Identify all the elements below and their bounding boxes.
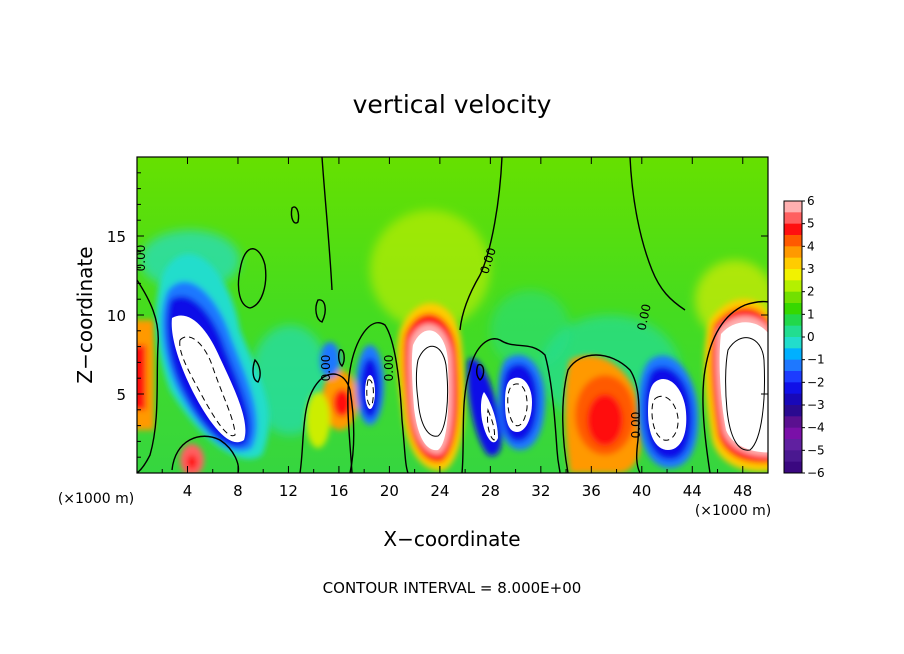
inner-contours: [416, 337, 765, 451]
colorbar-cell: [784, 223, 802, 236]
colorbar-tick-label: 5: [807, 217, 815, 231]
x-axis: 4 8 12 16 20 24 28 32 36 40 44 48: [161, 157, 752, 500]
colorbar-cell: [784, 405, 802, 417]
y-axis-label: Z−coordinate: [73, 246, 97, 383]
colorbar-tick-label: −1: [807, 353, 825, 367]
x-unit-left: (×1000 m): [58, 491, 134, 507]
x-tick-label: 40: [632, 482, 651, 500]
y-axis: 5 10 15: [107, 172, 768, 458]
colorbar-cell: [784, 325, 802, 338]
colorbar-cell: [784, 303, 802, 315]
colorbar-tick-label: 4: [807, 239, 815, 253]
colorbar-cell: [784, 416, 802, 429]
downdraft-22-24km: [397, 303, 465, 471]
x-axis-label: X−coordinate: [383, 527, 520, 551]
colorbar-cell: [784, 280, 802, 293]
colorbar-tick-label: −3: [807, 398, 825, 412]
contour-label: 0.00: [382, 355, 396, 382]
colorbar-tick-label: −5: [807, 443, 825, 457]
colorbar-cell: [784, 348, 802, 361]
x-tick-label: 44: [683, 482, 702, 500]
contour-label: 0.00: [134, 245, 148, 272]
colorbar-tick-label: −4: [807, 421, 825, 435]
colorbar-tick-label: 6: [807, 194, 815, 208]
downdraft-40-44km: [638, 355, 699, 468]
colorbar-cell: [784, 359, 802, 372]
colorbar-cell: [784, 212, 802, 225]
colorbar-cell: [784, 246, 802, 259]
x-tick-label: 32: [531, 482, 550, 500]
y-tick-label: 5: [116, 386, 126, 404]
x-tick-label: 28: [481, 482, 500, 500]
y-tick-label: 10: [107, 307, 126, 325]
x-tick-label: 16: [329, 482, 348, 500]
x-tick-label: 4: [183, 482, 193, 500]
colorbar-cell: [784, 269, 802, 281]
colorbar-tick-label: 2: [807, 285, 815, 299]
negative-contours: [179, 336, 679, 441]
contour-label: 0.00: [629, 412, 643, 439]
downdraft-4-9km: [155, 253, 270, 459]
colorbar-cell: [784, 450, 802, 463]
colorbar-cell: [784, 201, 802, 213]
downdraft-46-50km: [704, 298, 768, 472]
x-tick-label: 20: [380, 482, 399, 500]
x-tick-label: 36: [582, 482, 601, 500]
colorbar: 6 5 4 3 2 1 0 −1 −2 −3 −4 −5 −6: [783, 194, 825, 480]
colorbar-cell: [784, 439, 802, 451]
colorbar-cell: [784, 235, 802, 247]
colorbar-cell: [784, 461, 802, 474]
colorbar-cell: [784, 371, 802, 383]
colorbar-tick-label: 0: [807, 330, 815, 344]
x-tick-label: 12: [279, 482, 298, 500]
downdraft-27-32km: [467, 354, 545, 456]
colorbar-tick-label: 1: [807, 307, 815, 321]
x-tick-label: 48: [733, 482, 752, 500]
contour-label: 0.00: [634, 303, 653, 332]
colorbar-tick-label: −2: [807, 375, 825, 389]
colorbar-cell: [784, 291, 802, 304]
colorbar-cell: [784, 314, 802, 327]
colorbar-tick-label: −6: [807, 466, 825, 480]
x-unit-right: (×1000 m): [695, 503, 771, 519]
plot-area: 0.00 0.00 0.00 0.00 0.00 0.00: [134, 157, 768, 473]
colorbar-cell: [784, 337, 802, 349]
contour-interval-note: CONTOUR INTERVAL = 8.000E+00: [323, 579, 582, 597]
updraft-33-40km: [565, 355, 642, 473]
x-tick-label: 8: [233, 482, 243, 500]
y-tick-label: 15: [107, 228, 126, 246]
colorbar-cell: [784, 257, 802, 270]
colorbar-cell: [784, 393, 802, 406]
contour-label: 0.00: [319, 355, 333, 382]
zero-contours: [137, 157, 768, 473]
colorbar-cell: [784, 382, 802, 395]
colorbar-tick-label: 3: [807, 262, 815, 276]
colorbar-cell: [784, 427, 802, 440]
x-tick-label: 24: [430, 482, 449, 500]
chart-title: vertical velocity: [353, 90, 552, 119]
